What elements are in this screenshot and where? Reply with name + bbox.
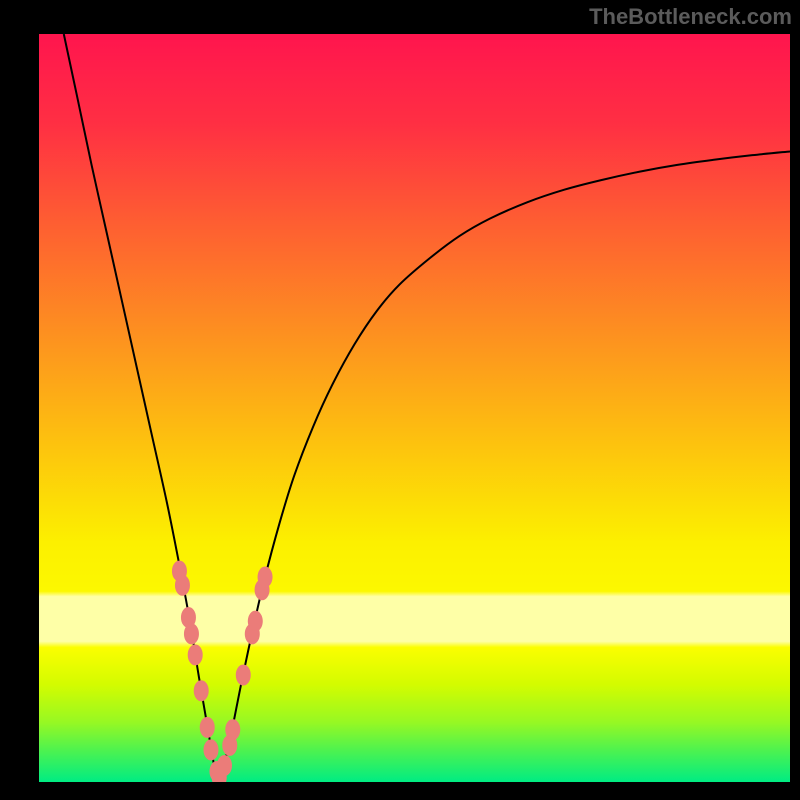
watermark-text: TheBottleneck.com [589, 4, 792, 30]
data-marker [248, 611, 262, 631]
data-marker [226, 720, 240, 740]
data-marker [175, 575, 189, 595]
data-marker [200, 717, 214, 737]
data-marker [188, 645, 202, 665]
data-marker [236, 665, 250, 685]
chart-canvas: TheBottleneck.com [0, 0, 800, 800]
data-marker [204, 740, 218, 760]
data-marker [194, 681, 208, 701]
chart-svg [0, 0, 800, 800]
data-marker [217, 756, 231, 776]
plot-background [39, 34, 790, 782]
data-marker [184, 624, 198, 644]
data-marker [258, 567, 272, 587]
